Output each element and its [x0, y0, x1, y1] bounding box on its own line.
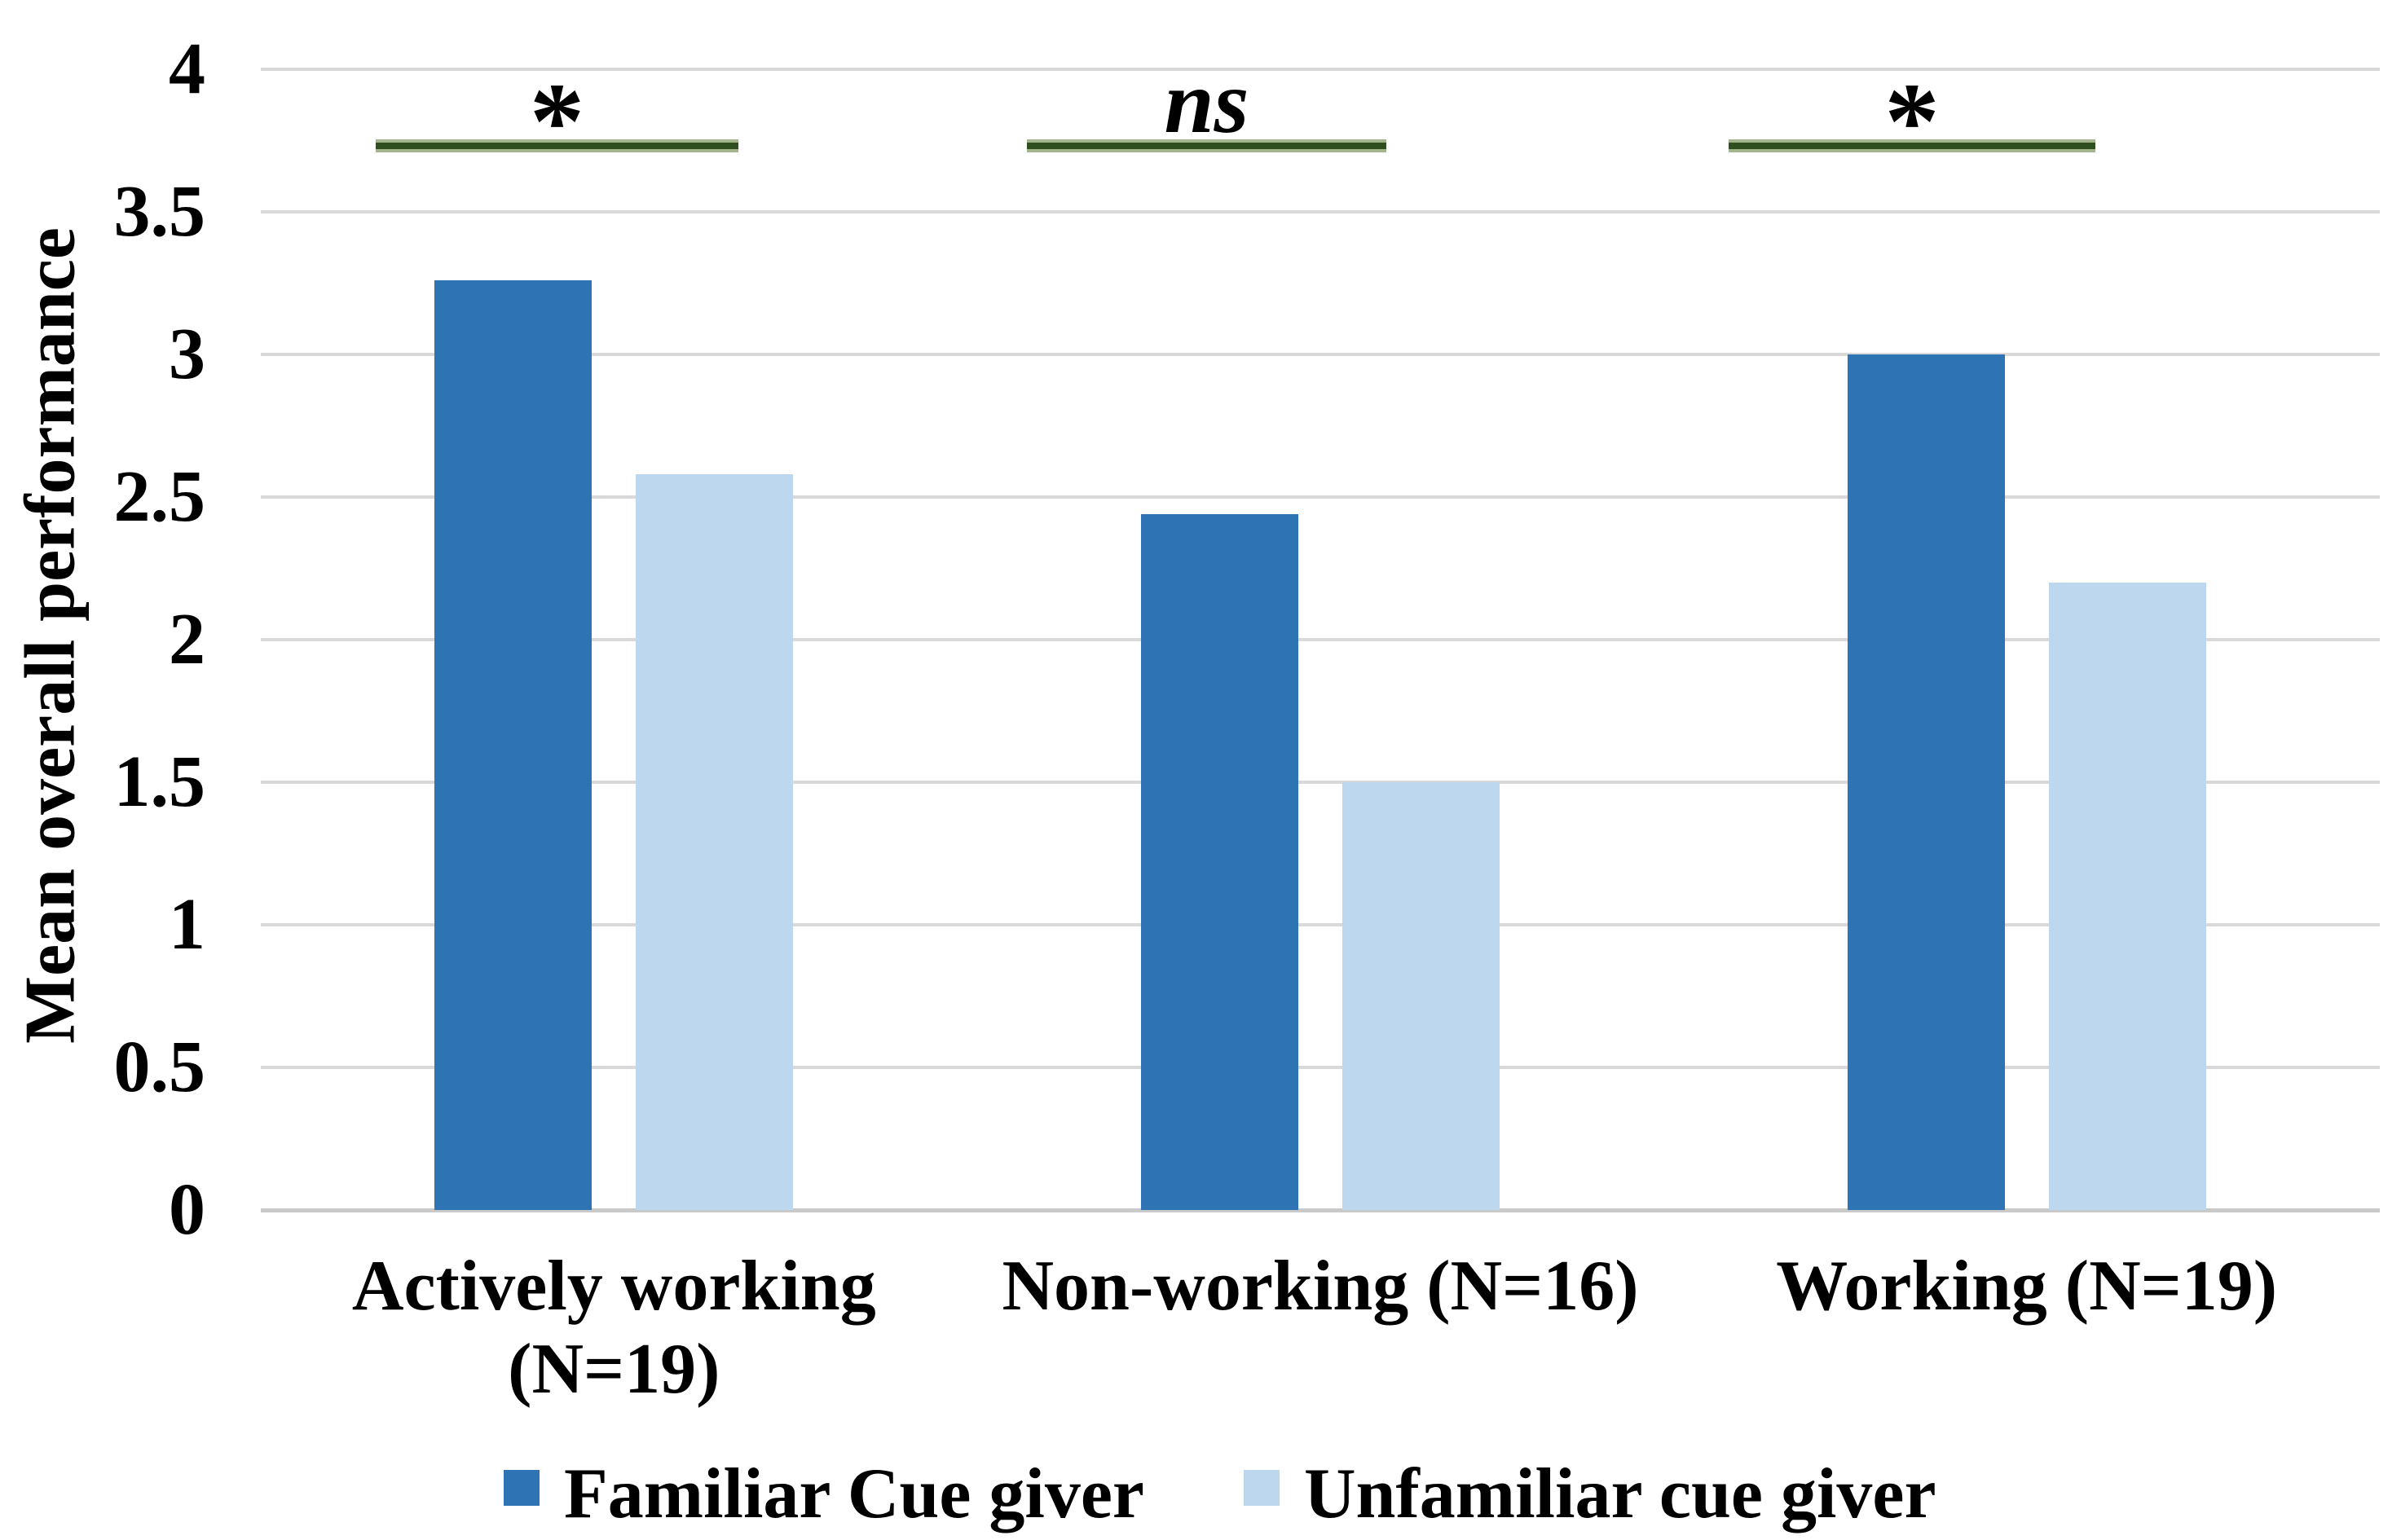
y-tick-label-4: 4 [169, 29, 205, 109]
significance-label-actively-working-n-19: * [529, 61, 585, 183]
y-tick-label-1.5: 1.5 [113, 741, 206, 822]
gridline-0 [261, 1208, 2380, 1212]
legend-label-unfamiliar: Unfamiliar cue giver [1304, 1454, 1936, 1533]
category-label-non-working-n-16: Non-working (N=16) [1002, 1247, 1639, 1326]
significance-label-working-n-19: * [1884, 61, 1940, 183]
gridline-1.5 [261, 781, 2380, 784]
unfamiliar-cue-giver-swatch [1244, 1470, 1280, 1506]
bar-unfamiliar-cue-giver-actively-working-n-19 [636, 474, 794, 1210]
significance-line-actively-working-n-19 [376, 139, 738, 152]
legend-item-familiar: Familiar Cue giver [504, 1452, 1144, 1537]
significance-label-non-working-n-16: ns [1164, 52, 1249, 152]
gridline-1 [261, 923, 2380, 926]
gridline-4 [261, 68, 2380, 71]
familiar-cue-giver-swatch [504, 1470, 540, 1506]
y-tick-label-3.5: 3.5 [113, 171, 206, 252]
y-tick-label-1: 1 [169, 884, 205, 965]
legend-item-unfamiliar: Unfamiliar cue giver [1244, 1452, 1936, 1537]
y-tick-label-2: 2 [169, 599, 205, 680]
bar-familiar-cue-giver-actively-working-n-19 [434, 280, 593, 1210]
y-tick-label-0.5: 0.5 [113, 1027, 206, 1107]
bar-unfamiliar-cue-giver-non-working-n-16 [1342, 782, 1500, 1210]
significance-line-working-n-19 [1729, 139, 2095, 152]
legend-label-familiar: Familiar Cue giver [564, 1454, 1144, 1533]
category-label-working-n-19: Working (N=19) [1776, 1247, 2278, 1326]
gridline-2 [261, 638, 2380, 641]
bar-unfamiliar-cue-giver-working-n-19 [2048, 583, 2206, 1210]
gridline-3 [261, 353, 2380, 356]
y-tick-label-0: 0 [169, 1169, 205, 1250]
category-label-actively-working-n-19: Actively working (N=19) [351, 1247, 876, 1410]
y-tick-label-3: 3 [169, 314, 205, 394]
gridline-0.5 [261, 1066, 2380, 1069]
significance-line-non-working-n-16 [1027, 139, 1386, 152]
y-tick-label-2.5: 2.5 [113, 456, 206, 537]
bar-familiar-cue-giver-non-working-n-16 [1141, 514, 1298, 1210]
gridline-3.5 [261, 210, 2380, 213]
bar-familiar-cue-giver-working-n-19 [1847, 354, 2005, 1210]
gridline-2.5 [261, 495, 2380, 499]
